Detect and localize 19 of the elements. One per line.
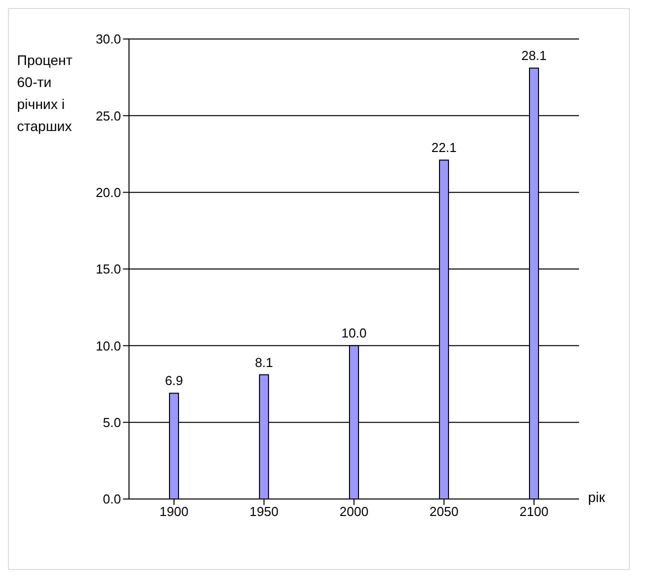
y-tick-label: 10.0 bbox=[96, 338, 121, 354]
x-tick-label: 2050 bbox=[430, 504, 458, 520]
x-tick-label: 2000 bbox=[340, 504, 368, 520]
data-label: 28.1 bbox=[521, 48, 547, 64]
data-label: 22.1 bbox=[431, 140, 457, 156]
y-tick-label: 20.0 bbox=[96, 184, 121, 200]
y-tick-label: 15.0 bbox=[96, 262, 121, 277]
y-tick-label: 0.0 bbox=[102, 492, 121, 507]
data-label: 6.9 bbox=[164, 373, 184, 388]
y-tick-label: 5.0 bbox=[102, 414, 121, 430]
data-label: 10.0 bbox=[341, 326, 367, 341]
x-tick-label: 2100 bbox=[520, 504, 548, 520]
x-tick-label: 1950 bbox=[250, 504, 278, 520]
y-axis-title: Процент 60-ти річних і старших bbox=[17, 51, 74, 136]
y-tick-label: 30.0 bbox=[96, 32, 121, 47]
y-tick-label: 25.0 bbox=[96, 108, 121, 124]
x-tick-label: 1900 bbox=[160, 504, 188, 520]
x-axis-title: рік bbox=[588, 488, 606, 505]
data-label: 8.1 bbox=[254, 354, 274, 370]
